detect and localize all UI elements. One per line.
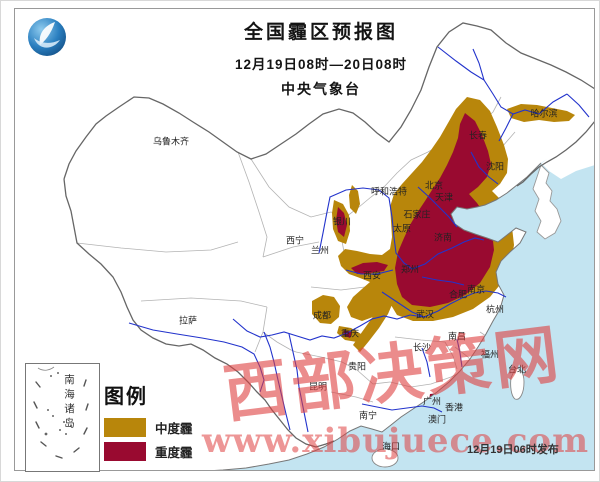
city-label-香港: 香港 [444, 402, 464, 413]
moderate-haze-swatch [104, 418, 146, 437]
release-time: 12月19日06时发布 [467, 444, 559, 456]
hainan-island [371, 448, 399, 468]
city-label-银川: 银川 [332, 216, 352, 227]
city-label-济南: 济南 [433, 232, 453, 243]
cma-logo-icon [28, 18, 66, 56]
city-label-兰州: 兰州 [310, 245, 330, 256]
south-china-sea-inset: 南海诸岛 [25, 363, 100, 472]
forecast-period: 12月19日08时—20日08时 [234, 57, 408, 72]
legend-item-severe: 重度霾 [104, 442, 193, 461]
city-label-澳门: 澳门 [427, 414, 447, 425]
inset-label: 南海诸岛 [63, 374, 75, 432]
legend-item-moderate: 中度霾 [104, 418, 193, 437]
city-label-合肥: 合肥 [448, 289, 468, 300]
city-label-南宁: 南宁 [358, 410, 378, 421]
city-label-北京: 北京 [424, 180, 444, 191]
city-label-长春: 长春 [468, 130, 488, 141]
city-label-重庆: 重庆 [340, 328, 360, 339]
city-label-广州: 广州 [422, 396, 442, 407]
city-label-西安: 西安 [362, 270, 382, 281]
coastline [205, 162, 542, 471]
city-label-呼和浩特: 呼和浩特 [370, 186, 408, 197]
title-block: 全国霾区预报图 12月19日08时—20日08时 中央气象台 [151, 17, 491, 99]
city-label-天津: 天津 [434, 192, 454, 203]
city-label-长沙: 长沙 [412, 342, 432, 353]
city-label-武汉: 武汉 [415, 309, 435, 320]
agency-name: 中央气象台 [281, 81, 361, 97]
moderate-haze-label: 中度霾 [155, 422, 193, 436]
nine-dash-line [33, 366, 89, 459]
legend-title: 图例 [104, 386, 148, 408]
city-label-福州: 福州 [480, 349, 500, 360]
rivers [128, 46, 590, 433]
sea-area [206, 159, 595, 471]
taiwan-island [510, 368, 525, 400]
city-label-台北: 台北 [507, 364, 527, 375]
city-label-哈尔滨: 哈尔滨 [530, 108, 558, 119]
city-label-南京: 南京 [466, 284, 486, 295]
city-label-太原: 太原 [392, 223, 412, 234]
city-label-昆明: 昆明 [308, 381, 328, 392]
korea-peninsula [532, 164, 562, 240]
legend: 图例 中度霾 重度霾 [104, 380, 193, 466]
city-label-贵阳: 贵阳 [347, 361, 367, 372]
page-title: 全国霾区预报图 [243, 22, 398, 43]
city-label-乌鲁木齐: 乌鲁木齐 [152, 136, 190, 147]
city-label-杭州: 杭州 [485, 304, 505, 315]
city-label-石家庄: 石家庄 [403, 209, 431, 220]
national-border [63, 22, 595, 448]
severe-haze-label: 重度霾 [155, 446, 193, 460]
severe-haze-swatch [104, 442, 146, 461]
province-borders [76, 96, 516, 403]
city-label-南昌: 南昌 [447, 331, 467, 342]
city-label-西宁: 西宁 [285, 235, 305, 246]
city-label-郑州: 郑州 [400, 264, 420, 275]
city-label-拉萨: 拉萨 [178, 315, 198, 326]
city-label-沈阳: 沈阳 [485, 161, 505, 172]
city-label-海口: 海口 [381, 441, 401, 452]
city-label-成都: 成都 [312, 310, 332, 321]
